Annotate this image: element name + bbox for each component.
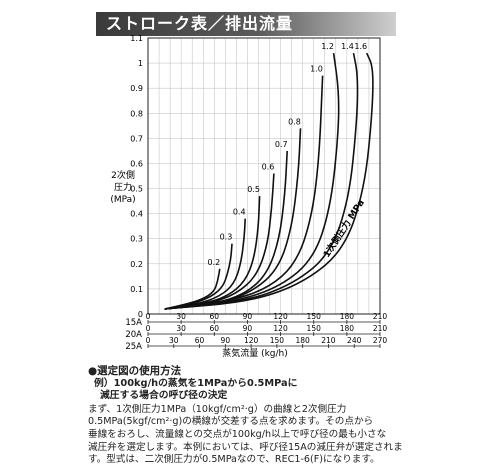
curve-label: 0.6	[262, 162, 275, 171]
usage-body: まず、1次側圧力1MPa（10kgf/cm²·g）の曲線と2次側圧力 0.5MPa…	[88, 404, 488, 467]
scale-name: 15A	[125, 318, 142, 328]
usage-body-line: 垂線をおろし、流量線との交点が100kg/h以上で呼び径の最も小さな	[88, 428, 387, 440]
x-tick-label: 210	[321, 336, 336, 345]
pressure-curve	[164, 128, 302, 310]
y-tick-label: 0.3	[130, 235, 143, 244]
y-tick-label: 0.6	[130, 159, 143, 168]
y-tick-label: 0.1	[130, 285, 143, 294]
x-tick-label: 60	[210, 324, 220, 333]
x-axis-label: 蒸気流量 (kg/h)	[222, 347, 288, 359]
x-tick-label: 60	[210, 312, 220, 321]
x-tick-label: 270	[373, 336, 388, 345]
chart-axes	[147, 37, 381, 315]
x-tick-label: 90	[221, 336, 231, 345]
usage-heading: ●選定図の使用方法	[88, 365, 182, 377]
pressure-curve	[164, 75, 324, 310]
y-axis-label: 圧力	[114, 181, 132, 193]
curve-label: 0.2	[207, 258, 220, 267]
x-tick-label: 210	[373, 324, 388, 333]
plot-frame	[147, 37, 381, 315]
curve-label: 1.2	[321, 42, 334, 51]
x-tick-label: 210	[373, 312, 388, 321]
usage-body-line: 減圧弁を選定します。本例においては、呼び径15Aの減圧弁が選定されま	[88, 441, 403, 453]
pressure-curves	[164, 52, 374, 310]
x-tick-label: 90	[243, 312, 253, 321]
pressure-curve	[164, 52, 374, 310]
x-tick-label: 150	[270, 336, 285, 345]
y-tick-label: 0.9	[130, 84, 143, 93]
curve-label: 1.4	[341, 42, 354, 51]
x-tick-label: 0	[146, 312, 151, 321]
usage-body-line: 0.5MPa(5kgf/cm²·g)の横線が交差する点を求めます。その点から	[88, 416, 374, 428]
usage-body-line: す。型式は、二次側圧力が0.5MPaなので、REC1-6(F)になります。	[88, 454, 380, 466]
x-tick-label: 240	[347, 336, 362, 345]
x-tick-label: 150	[307, 324, 322, 333]
x-tick-label: 180	[340, 312, 355, 321]
curve-label: 0.4	[233, 208, 246, 217]
usage-example-line: 減圧する場合の呼び径の決定	[100, 390, 228, 402]
scale-name: 25A	[125, 342, 142, 352]
y-axis-label: (MPa)	[110, 195, 135, 205]
curve-label: 0.7	[275, 140, 288, 149]
pressure-curve	[164, 52, 359, 310]
x-tick-label: 30	[176, 324, 186, 333]
curve-label: 0.8	[288, 117, 301, 126]
y-axis-ticks: 0 0.1 0.2 0.3 0.4 0.5 0.6 0.7 0.8 0.9 1 1.1	[130, 34, 143, 319]
x-tick-label: 30	[169, 336, 179, 345]
y-axis-label: 2次側	[111, 169, 135, 181]
y-tick-label: 0.7	[130, 134, 143, 143]
y-tick-label: 1	[138, 59, 143, 68]
x-tick-label: 150	[307, 312, 322, 321]
family-label: 1次側圧力 MPa	[320, 197, 366, 260]
y-tick-label: 1.1	[130, 34, 143, 43]
x-tick-label: 0	[146, 336, 151, 345]
x-tick-label: 60	[195, 336, 205, 345]
x-tick-label: 0	[146, 324, 151, 333]
x-tick-label: 120	[244, 336, 259, 345]
pressure-curve	[164, 52, 340, 310]
x-tick-label: 30	[176, 312, 186, 321]
y-tick-label: 0.8	[130, 109, 143, 118]
x-tick-label: 180	[296, 336, 311, 345]
curve-label: 1.0	[310, 65, 323, 74]
curve-label: 0.3	[220, 233, 233, 242]
x-tick-label: 120	[273, 312, 288, 321]
scale-name: 20A	[125, 330, 142, 340]
curve-label: 0.5	[247, 185, 260, 194]
x-tick-label: 180	[340, 324, 355, 333]
y-tick-label: 0.5	[130, 185, 143, 194]
x-tick-label: 90	[243, 324, 253, 333]
y-tick-label: 0.2	[130, 260, 143, 269]
y-tick-label: 0.4	[130, 210, 143, 219]
curve-label: 1.6	[354, 42, 367, 51]
chart-grid	[147, 37, 381, 315]
curve-labels: 0.2 0.3 0.4 0.5 0.6 0.7 0.8 1.0 1.2 1.4 1.6	[207, 42, 367, 267]
y-tick-label: 0	[138, 310, 143, 319]
page-title: ストローク表／排出流量	[96, 12, 396, 36]
usage-body-line: まず、1次側圧力1MPa（10kgf/cm²·g）の曲線と2次側圧力	[88, 403, 347, 415]
usage-section: ●選定図の使用方法 例）100kg/hの蒸気を1MPaから0.5MPaに 減圧す…	[88, 365, 488, 467]
x-tick-label: 120	[273, 324, 288, 333]
usage-example-line: 例）100kg/hの蒸気を1MPaから0.5MPaに	[94, 377, 298, 389]
